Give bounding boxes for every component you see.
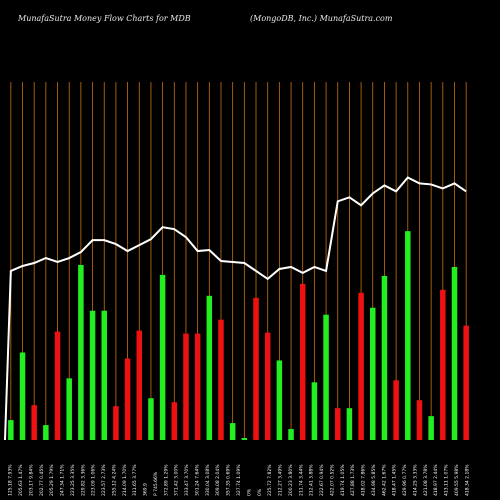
x-tick-label: 418.47 1.45% bbox=[392, 464, 398, 496]
x-tick-label: 418.34 2.18% bbox=[464, 464, 470, 496]
x-tick-label: 223.25 3.35% bbox=[70, 464, 76, 496]
bar-27 bbox=[323, 314, 329, 440]
x-tick-label: 203.17 9.84% bbox=[28, 464, 34, 496]
bar-8 bbox=[101, 310, 107, 440]
x-tick-label: 225.72 7.82% bbox=[267, 464, 273, 496]
bar-23 bbox=[276, 360, 283, 440]
x-tick-label: 212.41 3.88% bbox=[309, 464, 315, 496]
bar-13 bbox=[159, 274, 166, 440]
bar-18 bbox=[218, 319, 224, 440]
x-tick-label: 418.02 7.86% bbox=[361, 464, 367, 496]
bar-19 bbox=[229, 423, 236, 440]
x-tick-label: 0% bbox=[246, 488, 252, 496]
chart-subtitle: (MongoDB, Inc.) MunafaSutra.com bbox=[250, 14, 393, 23]
x-tick-label: 205.29 1.79% bbox=[49, 464, 55, 496]
bar-31 bbox=[370, 307, 376, 440]
bar-33 bbox=[393, 380, 399, 440]
x-tick-label: 418.97 2.44% bbox=[433, 464, 439, 496]
x-tick-label: 223.09 1.06% bbox=[91, 464, 97, 496]
x-tick-label: 223.57 2.73% bbox=[101, 464, 107, 496]
bar-0 bbox=[8, 420, 14, 440]
bar-36 bbox=[428, 416, 434, 440]
bar-22 bbox=[264, 332, 271, 440]
x-tick-label: 369.9 bbox=[143, 483, 149, 496]
bar-37 bbox=[440, 289, 446, 440]
x-tick-label: 371.42 3.00% bbox=[174, 464, 180, 496]
bar-32 bbox=[381, 275, 388, 440]
x-tick-label: 419.74 1.05% bbox=[340, 464, 346, 496]
x-tick-label: 214.09 1.70% bbox=[122, 464, 128, 496]
x-tick-label: 0% bbox=[257, 488, 263, 496]
bar-14 bbox=[171, 402, 178, 440]
bar-12 bbox=[148, 398, 154, 440]
bar-3 bbox=[43, 425, 49, 440]
x-tick-label: 212.27 3.49% bbox=[278, 464, 284, 496]
x-tick-label: 421.08 3.78% bbox=[423, 464, 429, 496]
x-tick-label: 409.55 5.98% bbox=[454, 464, 460, 496]
x-tick-label: 202.77 0.45% bbox=[39, 464, 45, 496]
bar-24 bbox=[288, 429, 294, 440]
bar-34 bbox=[405, 231, 411, 440]
money-flow-line bbox=[4, 176, 467, 441]
bar-26 bbox=[311, 382, 318, 440]
bar-11 bbox=[136, 330, 143, 440]
x-tick-label: 255.12 4.24% bbox=[111, 464, 117, 496]
bar-21 bbox=[253, 297, 259, 440]
bar-16 bbox=[194, 333, 201, 440]
x-tick-label: 327.74 1.09% bbox=[236, 464, 242, 496]
bar-17 bbox=[206, 295, 213, 440]
bar-4 bbox=[54, 331, 61, 440]
x-tick-label: 330.04 3.08% bbox=[205, 464, 211, 496]
x-tick-label: 429.96 0.77% bbox=[402, 464, 408, 496]
x-tick-label: 205.63 1.47% bbox=[18, 464, 24, 496]
bar-38 bbox=[451, 266, 458, 440]
x-tick-label: 434.98 5.85% bbox=[371, 464, 377, 496]
x-tick-label: 427.88 1.73% bbox=[350, 464, 356, 496]
bar-25 bbox=[299, 283, 306, 440]
x-tick-label: 222.67 0.94% bbox=[319, 464, 325, 496]
bar-7 bbox=[89, 310, 96, 440]
chart-title: MunafaSutra Money Flow Charts for MDB bbox=[18, 14, 191, 23]
bar-10 bbox=[124, 358, 131, 440]
x-tick-label: 200.23 3.80% bbox=[288, 464, 294, 496]
bar-2 bbox=[31, 405, 37, 440]
bar-30 bbox=[358, 292, 364, 440]
x-tick-label: 413.11 1.07% bbox=[444, 464, 450, 496]
x-tick-label: 229.82 3.36% bbox=[80, 464, 86, 496]
x-tick-label: 372.89 1.29% bbox=[163, 464, 169, 496]
x-tick-label: 301.24 7.64% bbox=[194, 464, 200, 496]
bar-6 bbox=[78, 264, 84, 440]
x-tick-label: 414.25 3.33% bbox=[412, 464, 418, 496]
bar-15 bbox=[183, 333, 189, 440]
bar-35 bbox=[416, 400, 423, 440]
bar-1 bbox=[19, 352, 26, 440]
bar-20 bbox=[241, 438, 248, 440]
x-tick-label: 422.07 0.52% bbox=[329, 464, 335, 496]
x-tick-label: 309.08 2.04% bbox=[215, 464, 221, 496]
x-tick-label: 357.35 0.69% bbox=[226, 464, 232, 496]
x-tick-label: 125.18 7.93% bbox=[8, 464, 14, 496]
bar-28 bbox=[334, 408, 341, 440]
bar-5 bbox=[66, 378, 72, 440]
x-tick-label: 211.74 3.44% bbox=[298, 464, 304, 496]
x-tick-label: 311.65 3.77% bbox=[132, 464, 138, 496]
x-tick-label: 333.47 3.70% bbox=[184, 464, 190, 496]
x-tick-label: P 745.66% bbox=[153, 471, 159, 496]
x-tick-label: 462.42 1.67% bbox=[381, 464, 387, 496]
bar-9 bbox=[113, 406, 119, 440]
x-tick-label: 247.34 1.71% bbox=[60, 464, 66, 496]
bar-39 bbox=[463, 325, 469, 440]
bar-29 bbox=[346, 408, 353, 440]
